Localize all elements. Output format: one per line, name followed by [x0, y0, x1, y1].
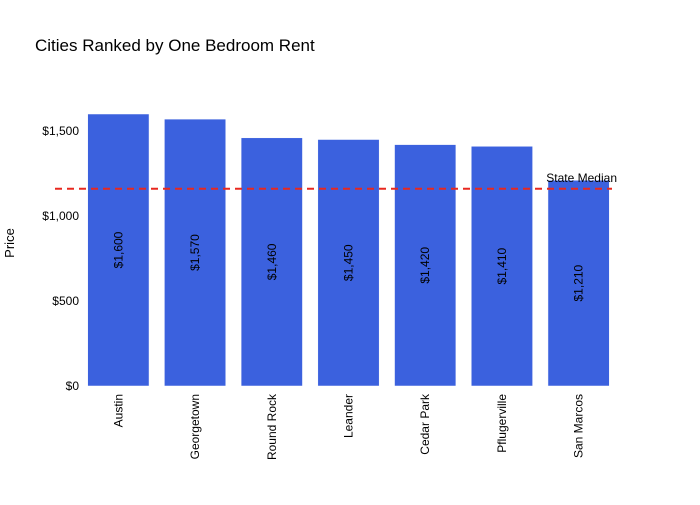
- y-tick-label: $0: [66, 379, 80, 393]
- bar: [240, 137, 303, 387]
- chart-title: Cities Ranked by One Bedroom Rent: [35, 36, 315, 55]
- x-tick-label: San Marcos: [572, 394, 586, 458]
- y-axis-ticks: $0 $500 $1,000 $1,500: [42, 124, 79, 393]
- x-tick-label: Round Rock: [265, 393, 279, 460]
- bar: [547, 180, 610, 387]
- y-tick-label: $500: [52, 294, 79, 308]
- bar: [317, 139, 380, 387]
- bar-data-label: $1,460: [265, 243, 279, 280]
- x-tick-label: Pflugerville: [495, 394, 509, 453]
- bars-layer: $1,600 $1,570 $1,460 $1,450 $1,420 $1,410 $1,2…: [87, 113, 610, 387]
- reference-line-group: State Median: [55, 171, 617, 190]
- x-axis-ticks: Austin Georgetown Round Rock Leander Cedar P…: [111, 393, 585, 460]
- x-tick-label: Austin: [111, 394, 125, 427]
- bar-data-label: $1,570: [188, 234, 202, 271]
- bar: [470, 146, 533, 387]
- bar-data-label: $1,600: [111, 231, 125, 268]
- reference-line-label: State Median: [546, 171, 617, 185]
- y-tick-label: $1,000: [42, 209, 79, 223]
- bar: [87, 113, 150, 387]
- bar-data-label: $1,210: [572, 264, 586, 301]
- x-tick-label: Cedar Park: [418, 393, 432, 455]
- bar-data-label: $1,420: [418, 247, 432, 284]
- bar-data-label: $1,410: [495, 247, 509, 284]
- bar-data-label: $1,450: [342, 244, 356, 281]
- bar: [164, 118, 227, 387]
- x-tick-label: Georgetown: [188, 394, 202, 459]
- y-tick-label: $1,500: [42, 124, 79, 138]
- y-axis-title: Price: [2, 228, 17, 258]
- x-tick-label: Leander: [342, 394, 356, 438]
- bar: [394, 144, 457, 387]
